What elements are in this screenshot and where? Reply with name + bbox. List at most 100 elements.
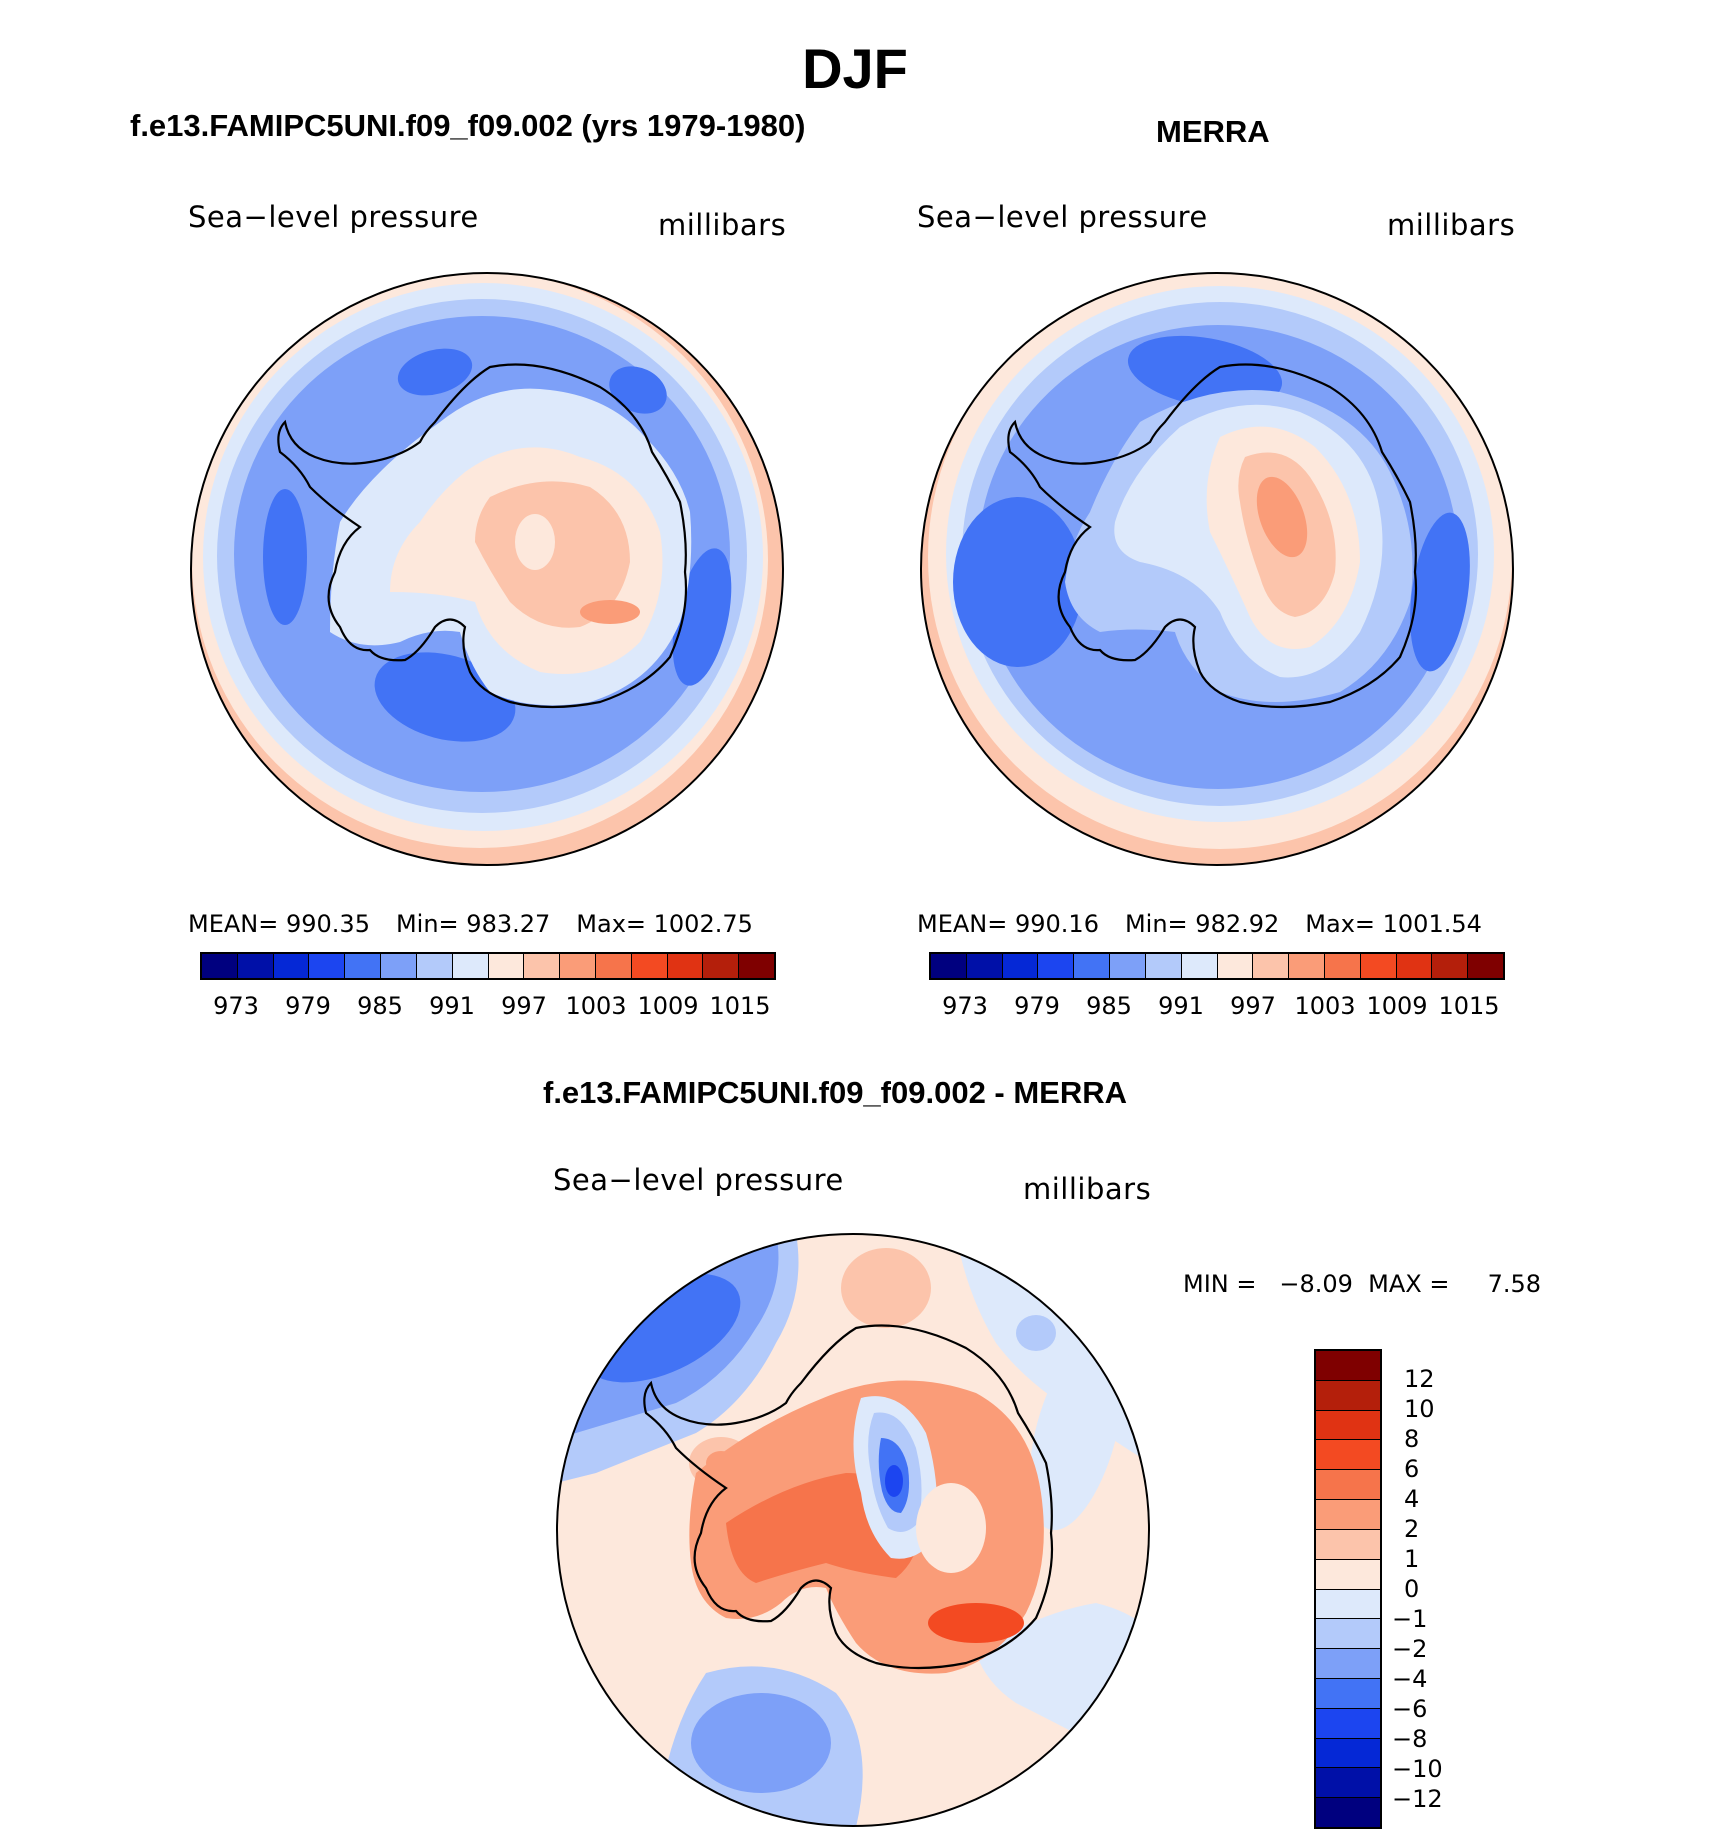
colorbar-tick-label: 1015: [1438, 992, 1500, 1020]
colorbar-swatch: [1360, 954, 1397, 978]
diff-variable-label: Sea−level pressure: [553, 1163, 844, 1197]
colorbar-tick-label: 1009: [637, 992, 699, 1020]
colorbar-swatch: [381, 954, 417, 978]
colorbar-swatch: [560, 954, 596, 978]
colorbar-swatch: [345, 954, 382, 978]
colorbar-swatch: [1316, 1619, 1380, 1650]
colorbar-swatch: [452, 954, 489, 978]
obs-stats: MEAN= 990.16 Min= 982.92 Max= 1001.54: [917, 910, 1508, 938]
colorbar-swatch: [416, 954, 453, 978]
diff-colorbar: [1314, 1349, 1382, 1829]
model-variable-label: Sea−level pressure: [188, 200, 479, 234]
diff-colorbar-ticks: 12 10 8 6 4 2 1 0 −1 −2 −4 −6 −8 −10 −12: [1392, 1349, 1472, 1829]
colorbar-swatch: [1289, 954, 1325, 978]
colorbar-tick-label: 985: [357, 992, 403, 1020]
colorbar-tick-label: 1: [1404, 1545, 1420, 1573]
colorbar-tick-label: 0: [1404, 1575, 1420, 1603]
colorbar-swatch: [1217, 954, 1254, 978]
colorbar-swatch: [595, 954, 632, 978]
colorbar-swatch: [1468, 954, 1503, 978]
colorbar-swatch: [1110, 954, 1146, 978]
obs-units-label: millibars: [1387, 208, 1516, 242]
colorbar-swatch: [1324, 954, 1361, 978]
figure-title: DJF: [802, 37, 908, 100]
colorbar-swatch: [1316, 1649, 1380, 1679]
model-max-value: Max= 1002.75: [576, 910, 753, 938]
obs-min-value: Min= 982.92: [1124, 910, 1280, 938]
colorbar-tick-label: 1003: [565, 992, 627, 1020]
model-min-value: Min= 983.27: [395, 910, 551, 938]
colorbar-swatch: [1316, 1380, 1380, 1411]
model-mean-value: MEAN= 990.35: [188, 910, 370, 938]
colorbar-swatch: [739, 954, 774, 978]
colorbar-swatch: [202, 954, 238, 978]
colorbar-swatch: [1316, 1529, 1380, 1560]
colorbar-swatch: [1396, 954, 1433, 978]
model-map: [190, 272, 784, 866]
model-units-label: millibars: [658, 208, 787, 242]
colorbar-tick-label: 10: [1404, 1395, 1435, 1423]
colorbar-swatch: [931, 954, 967, 978]
diff-panel-title: f.e13.FAMIPC5UNI.f09_f09.002 - MERRA: [543, 1075, 1128, 1110]
colorbar-tick-label: −2: [1392, 1635, 1428, 1663]
obs-variable-label: Sea−level pressure: [917, 200, 1208, 234]
colorbar-swatch: [1253, 954, 1290, 978]
colorbar-tick-label: 979: [1014, 992, 1060, 1020]
model-panel-title: f.e13.FAMIPC5UNI.f09_f09.002 (yrs 1979-1…: [130, 108, 806, 143]
colorbar-tick-label: 985: [1086, 992, 1132, 1020]
colorbar-swatch: [1316, 1559, 1380, 1590]
colorbar-swatch: [273, 954, 310, 978]
colorbar-tick-label: 1009: [1366, 992, 1428, 1020]
colorbar-tick-label: 1015: [709, 992, 771, 1020]
colorbar-swatch: [488, 954, 525, 978]
colorbar-tick-label: −6: [1392, 1695, 1428, 1723]
obs-map: [920, 272, 1514, 866]
diff-minmax: MIN = −8.09 MAX = 7.58: [1183, 1270, 1542, 1298]
colorbar-swatch: [524, 954, 561, 978]
colorbar-tick-label: 997: [501, 992, 547, 1020]
model-stats: MEAN= 990.35 Min= 983.27 Max= 1002.75: [188, 910, 779, 938]
colorbar-swatch: [667, 954, 704, 978]
colorbar-tick-label: −8: [1392, 1725, 1428, 1753]
colorbar-tick-label: −4: [1392, 1665, 1428, 1693]
colorbar-swatch: [631, 954, 668, 978]
colorbar-tick-label: 4: [1404, 1485, 1420, 1513]
colorbar-swatch: [1074, 954, 1111, 978]
colorbar-swatch: [1316, 1500, 1380, 1530]
obs-colorbar-ticks: 973 979 985 991 997 1003 1009 1015: [929, 992, 1505, 1022]
diff-map: [556, 1233, 1150, 1827]
colorbar-swatch: [1316, 1708, 1380, 1739]
colorbar-swatch: [1316, 1768, 1380, 1799]
colorbar-swatch: [1316, 1440, 1380, 1471]
colorbar-tick-label: 6: [1404, 1455, 1420, 1483]
colorbar-swatch: [1181, 954, 1218, 978]
colorbar-tick-label: 979: [285, 992, 331, 1020]
colorbar-swatch: [1316, 1589, 1380, 1620]
colorbar-swatch: [1316, 1798, 1380, 1827]
colorbar-swatch: [703, 954, 740, 978]
colorbar-tick-label: −1: [1392, 1605, 1428, 1633]
colorbar-tick-label: −10: [1392, 1755, 1443, 1783]
obs-colorbar: [929, 952, 1505, 980]
colorbar-swatch: [1316, 1678, 1380, 1709]
colorbar-tick-label: 2: [1404, 1515, 1420, 1543]
obs-max-value: Max= 1001.54: [1305, 910, 1482, 938]
colorbar-tick-label: 997: [1230, 992, 1276, 1020]
model-colorbar: [200, 952, 776, 980]
colorbar-swatch: [1316, 1470, 1380, 1501]
colorbar-tick-label: 991: [1158, 992, 1204, 1020]
colorbar-swatch: [1316, 1410, 1380, 1441]
colorbar-swatch: [1038, 954, 1075, 978]
colorbar-swatch: [1316, 1351, 1380, 1381]
colorbar-swatch: [309, 954, 346, 978]
colorbar-tick-label: 8: [1404, 1425, 1420, 1453]
colorbar-swatch: [966, 954, 1003, 978]
colorbar-tick-label: 973: [942, 992, 988, 1020]
colorbar-swatch: [1002, 954, 1039, 978]
colorbar-swatch: [1145, 954, 1182, 978]
colorbar-tick-label: 1003: [1294, 992, 1356, 1020]
diff-units-label: millibars: [1023, 1172, 1152, 1206]
colorbar-tick-label: 991: [429, 992, 475, 1020]
colorbar-swatch: [237, 954, 274, 978]
colorbar-swatch: [1316, 1738, 1380, 1769]
